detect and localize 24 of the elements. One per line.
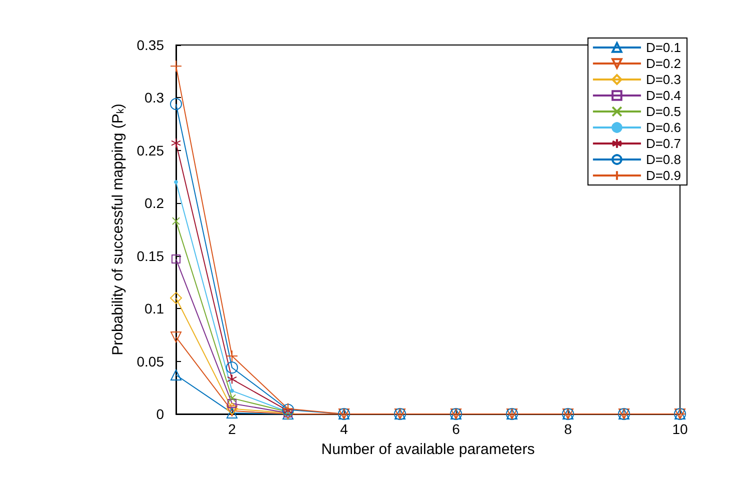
legend-label: D=0.7 [646, 136, 682, 151]
y-tick-label: 0.35 [136, 37, 164, 53]
y-tick-label: 0 [156, 406, 164, 422]
x-tick-label: 10 [672, 421, 688, 437]
y-tick-label: 0.2 [144, 195, 164, 212]
x-tick-label: 4 [340, 421, 348, 437]
legend-label: D=0.1 [646, 40, 682, 55]
legend-label: D=0.2 [646, 56, 682, 71]
y-tick-label: 0.05 [136, 353, 164, 370]
legend-label: D=0.6 [646, 120, 682, 135]
y-tick-label: 0.25 [136, 142, 164, 158]
y-tick-label: 0.3 [144, 90, 164, 106]
y-tick-label: 0.1 [144, 300, 164, 317]
y-tick-label: 0.15 [136, 248, 164, 264]
x-axis-title: Number of available parameters [321, 441, 535, 458]
legend-label: D=0.8 [646, 152, 682, 167]
x-tick-label: 8 [564, 421, 572, 437]
y-axis-title: Probability of successful mapping (Pk) [109, 104, 126, 356]
x-tick-label: 6 [452, 421, 460, 437]
legend-label: D=0.5 [646, 104, 682, 119]
legend-label: D=0.4 [646, 88, 682, 103]
x-tick-label: 2 [228, 421, 236, 437]
legend-label: D=0.9 [646, 168, 682, 183]
legend-label: D=0.3 [646, 72, 682, 87]
